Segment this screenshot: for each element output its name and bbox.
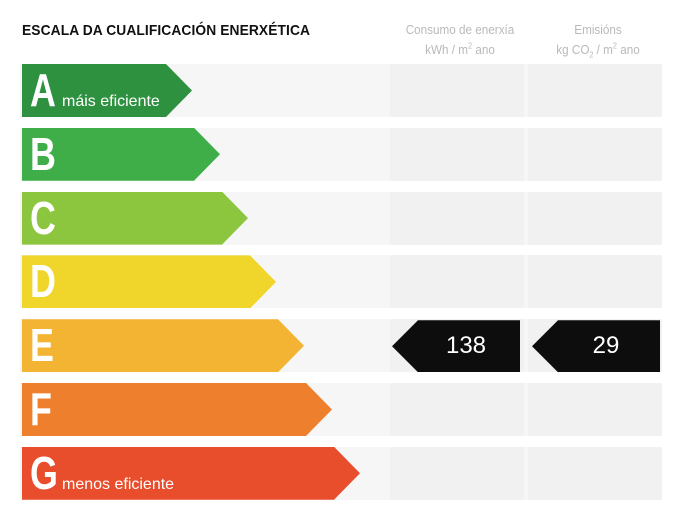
rating-letter: G <box>30 446 58 499</box>
consumption-unit-sup: 2 <box>468 41 473 51</box>
emissions-unit-sub: 2 <box>589 50 594 60</box>
emissions-cell <box>528 383 662 436</box>
consumption-header-line1: Consumo de enerxía <box>405 22 515 37</box>
emissions-header-line1: Emisións <box>574 22 622 37</box>
consumption-cell <box>390 383 524 436</box>
emissions-value-marker: 29 <box>532 320 660 373</box>
rating-bar-f: F <box>22 383 332 436</box>
rating-letter: B <box>30 127 56 180</box>
emissions-unit-prefix: kg CO <box>556 42 590 57</box>
consumption-cell <box>390 64 524 117</box>
rating-bar-c: C <box>22 192 248 245</box>
consumption-unit-suffix: ano <box>472 42 495 57</box>
emissions-unit-sup: 2 <box>612 41 617 51</box>
consumption-column-header: Consumo de enerxía kWh / m2 ano <box>397 20 523 60</box>
emissions-unit-mid: / m <box>593 42 613 57</box>
emissions-cell <box>528 191 662 245</box>
rating-letter: D <box>30 255 56 308</box>
emissions-cell <box>528 64 662 117</box>
emissions-unit: kg CO2 / m2 ano <box>535 40 661 60</box>
consumption-cell <box>390 127 524 181</box>
emissions-cell <box>528 255 662 309</box>
page-title: ESCALA DA CUALIFICACIÓN ENERXÉTICA <box>22 22 311 39</box>
emissions-cell <box>528 127 662 181</box>
rating-letter: E <box>30 319 54 372</box>
rating-bar-b: B <box>22 128 220 181</box>
rating-label: menos eficiente <box>62 475 175 493</box>
rating-letter: F <box>30 383 52 435</box>
consumption-cell <box>390 446 524 500</box>
emissions-unit-suffix: ano <box>616 42 640 57</box>
rating-bar-e: E <box>22 319 304 372</box>
consumption-cell <box>390 255 524 309</box>
rating-letter: A <box>30 64 56 116</box>
rating-label: máis eficiente <box>62 93 160 110</box>
emissions-value: 29 <box>592 332 620 360</box>
rating-bar-d: D <box>22 255 276 308</box>
emissions-column-header: Emisións kg CO2 / m2 ano <box>535 20 661 60</box>
rating-letter: C <box>30 191 56 244</box>
consumption-unit: kWh / m2 ano <box>397 40 523 60</box>
consumption-value: 138 <box>445 332 487 360</box>
consumption-value-marker: 138 <box>392 320 520 373</box>
consumption-unit-prefix: kWh / m <box>425 42 469 57</box>
emissions-cell <box>528 446 662 500</box>
consumption-cell <box>390 191 524 245</box>
